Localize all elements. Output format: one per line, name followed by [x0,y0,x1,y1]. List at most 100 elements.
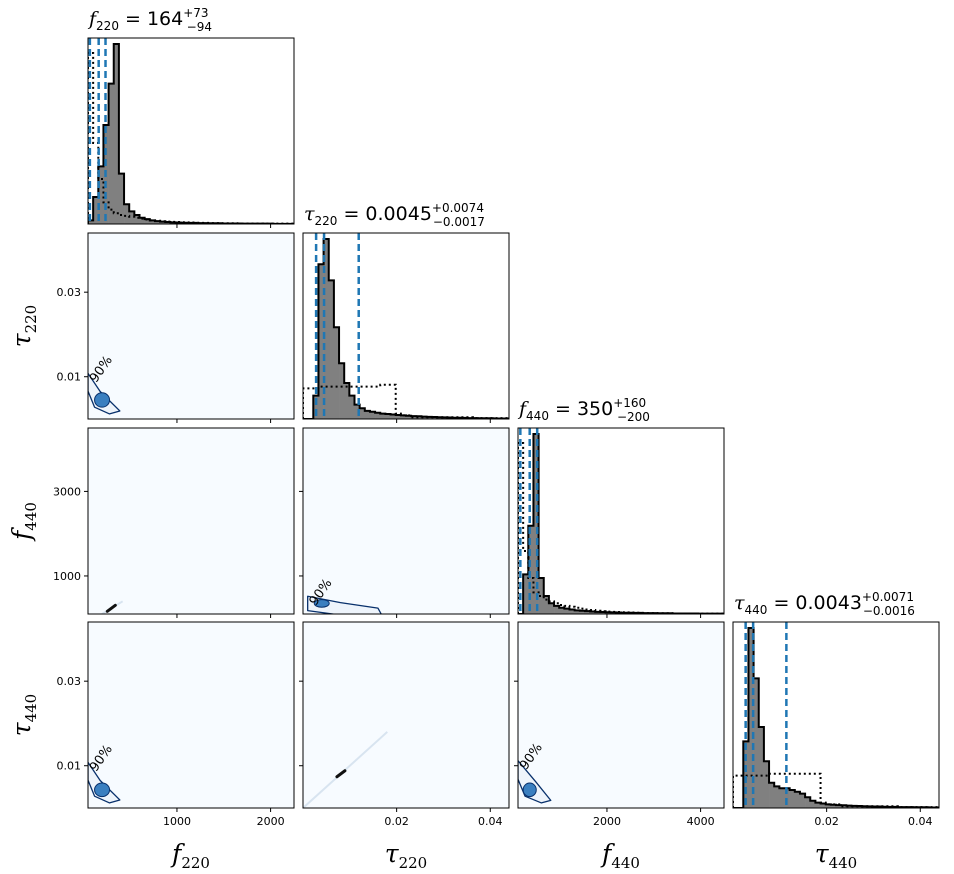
panel-frame [302,621,510,809]
histogram-bar [779,788,785,808]
x-tick-label: 0.02 [814,815,839,828]
y-tick-label: 0.03 [57,286,82,299]
panel-frame [87,232,295,420]
panel-frame [87,37,295,225]
histogram-bar [836,805,842,808]
title-symbol: f [517,398,529,420]
histogram-bar [769,782,775,808]
histogram-bar [416,416,422,419]
histogram-bar [810,800,816,808]
title-upper: +160 [613,396,646,410]
prior-outline [303,383,509,419]
panel-title-f220: f220 = 164+73 −94 [87,6,212,34]
posterior-outline [518,433,724,614]
title-lower: −0.0017 [433,215,485,229]
histogram-bar [354,404,360,419]
title-lower: −94 [187,20,212,34]
histogram-bar [134,215,140,224]
histogram-bar [344,383,350,419]
histogram-bar [579,610,586,614]
y-tick-label: 1000 [53,570,81,583]
correlation-f220-f440 [101,600,124,614]
title-symbol: τ [304,203,315,225]
histogram-bar [753,678,760,808]
x-tick-label: 0.04 [908,815,933,828]
axis-subscript: 220 [181,854,210,872]
histogram-f440 [518,428,724,614]
title-symbol: τ [734,592,745,614]
title-value: = 0.0043 [767,592,861,614]
title-value: = 164 [119,8,183,30]
axis-subscript: 440 [611,854,640,872]
histogram-bar [559,607,565,614]
histogram-bar [851,805,857,808]
y-tick-label: 0.03 [57,675,82,688]
x-tick-label: 2000 [593,815,621,828]
histogram-bar [528,525,534,614]
title-lower: −200 [617,410,650,424]
axis-subscript: 220 [22,305,40,334]
y-tick-label: 0.01 [57,760,82,773]
histogram-bar [93,197,99,224]
labels: 0.01 0.03 1000 3000 1000 2000 0.01 0.03 0.02 0.04… [7,6,933,872]
y-tick-label: 3000 [53,485,81,498]
histogram-bar [841,805,847,808]
histogram-bar [323,239,330,419]
axis-subscript: 440 [22,694,40,723]
histogram-bar [421,416,427,419]
histogram-bar [590,611,596,614]
histogram-bar [426,416,433,419]
panel-title-tau440: τ440 = 0.0043+0.0071 −0.0016 [734,590,915,618]
histogram-bar [359,408,366,419]
histogram-bar [328,280,335,419]
histogram-bar [564,608,570,614]
histogram-bar [774,786,780,808]
histogram-bar [411,416,417,419]
axis-subscript: 440 [829,854,858,872]
axes [84,37,940,812]
x-tick-label: 4000 [687,815,715,828]
y-axis-label-tau220: τ220 [7,305,40,347]
histogram-bar [400,415,407,419]
histogram-bar [333,327,340,419]
panel-background [518,622,724,808]
y-axis-label-tau440: τ440 [7,694,40,736]
histogram-bar [113,44,120,224]
histogram-bar [748,628,754,808]
title-upper: +0.0071 [862,590,914,604]
histogram-bar [139,217,145,224]
prior-outline [518,442,724,614]
histogram-bar [574,610,581,614]
x-tick-label: 0.04 [478,815,503,828]
correlation-core [105,603,117,613]
histogram-tau440 [733,622,939,808]
panel-backgrounds [88,233,724,808]
histogram-bar [830,804,837,808]
panel-frame [302,427,510,615]
panel-frame [87,427,295,615]
histogram-bar [820,803,826,808]
histogram-bar [149,220,156,224]
histogram-bar [349,395,355,419]
title-upper: +0.0074 [432,201,484,215]
histogram-bar [390,414,396,419]
histogram-bar [595,611,601,614]
title-lower: −0.0016 [863,604,915,618]
title-symbol: f [87,8,99,30]
histogram-bar [763,761,770,808]
histogram-bar [815,802,821,808]
x-axis-label-f220: f220 [170,839,210,872]
histogram-bar [523,574,529,614]
histogram-bar [144,219,151,224]
histogram-bar [548,603,555,614]
x-tick-label: 2000 [257,815,285,828]
histogram-bar [406,415,412,419]
panel-frame [517,427,725,615]
histogram-bar [318,264,324,419]
histogram-bar [129,211,135,224]
histogram-bar [825,804,832,808]
histogram-bar [154,221,161,224]
panel-background [303,428,509,614]
title-upper: +73 [183,6,208,20]
axis-subscript: 220 [399,854,428,872]
